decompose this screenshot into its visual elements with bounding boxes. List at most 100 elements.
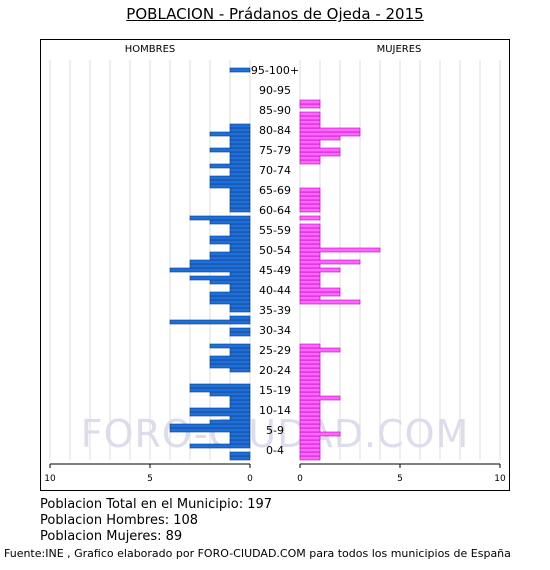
- women-bar: [299, 243, 321, 249]
- women-bar: [299, 375, 321, 381]
- men-header: HOMBRES: [125, 44, 176, 55]
- age-label: 15-19: [259, 384, 291, 397]
- men-bar: [229, 455, 251, 461]
- men-bar: [229, 307, 251, 313]
- women-bar: [299, 127, 361, 133]
- men-bar: [229, 187, 251, 193]
- age-label: 30-34: [259, 324, 291, 337]
- men-bar: [229, 195, 251, 201]
- men-bar: [209, 363, 251, 369]
- women-bar: [299, 423, 321, 429]
- women-bar: [299, 403, 321, 409]
- age-label: 40-44: [259, 284, 291, 297]
- x-tick-label: 0: [247, 474, 253, 484]
- women-bar: [299, 431, 341, 437]
- age-label: 25-29: [259, 344, 291, 357]
- men-bar: [209, 391, 251, 397]
- women-bar: [299, 99, 321, 105]
- men-bar: [189, 411, 251, 417]
- men-bar: [229, 135, 251, 141]
- women-bar: [299, 355, 321, 361]
- men-bar: [189, 215, 251, 221]
- men-bar: [229, 451, 251, 457]
- x-axis: 10 5 0 0 5 10: [44, 463, 506, 484]
- men-bar: [209, 239, 251, 245]
- men-bar: [229, 351, 251, 357]
- men-bar: [229, 415, 251, 421]
- women-bar: [299, 411, 321, 417]
- women-bar: [299, 215, 321, 221]
- men-bar: [189, 383, 251, 389]
- women-population: Poblacion Mujeres: 89: [40, 529, 183, 544]
- men-bar: [209, 179, 251, 185]
- men-bar: [229, 327, 251, 333]
- men-bar: [229, 399, 251, 405]
- women-bar: [299, 143, 321, 149]
- women-bar: [299, 207, 321, 213]
- women-bar: [299, 283, 321, 289]
- men-bar: [189, 259, 251, 265]
- women-bar: [299, 119, 321, 125]
- men-bar: [229, 159, 251, 165]
- men-bar: [229, 203, 251, 209]
- women-bar: [299, 347, 341, 353]
- women-bar: [299, 231, 321, 237]
- women-bar: [299, 103, 321, 109]
- women-bar: [299, 203, 321, 209]
- men-bar: [229, 171, 251, 177]
- men-bar: [209, 291, 251, 297]
- men-bar: [209, 355, 251, 361]
- women-bar: [299, 351, 321, 357]
- men-bar: [229, 271, 251, 277]
- women-bar: [299, 291, 341, 297]
- men-bars: [169, 67, 251, 461]
- total-population: Poblacion Total en el Municipio: 197: [40, 497, 273, 512]
- men-bar: [229, 435, 251, 441]
- women-bar: [299, 223, 321, 229]
- women-bar: [299, 239, 321, 245]
- age-label: 70-74: [259, 164, 291, 177]
- men-bar: [209, 163, 251, 169]
- men-bar: [229, 191, 251, 197]
- women-bar: [299, 187, 321, 193]
- men-bar: [209, 299, 251, 305]
- men-bar: [229, 303, 251, 309]
- men-bar: [169, 267, 251, 273]
- population-pyramid: HOMBRES MUJERES 0-4 5-9 10-14 15-19 20-24 25-…: [44, 44, 506, 484]
- chart-title: POBLACION - Prádanos de Ojeda - 2015: [126, 5, 424, 23]
- age-label: 85-90: [259, 104, 291, 117]
- women-header: MUJERES: [377, 44, 422, 55]
- men-bar: [229, 431, 251, 437]
- men-bar: [189, 407, 251, 413]
- age-label: 0-4: [266, 444, 284, 457]
- men-bar: [229, 283, 251, 289]
- men-bar: [209, 175, 251, 181]
- x-tick-label: 10: [494, 474, 506, 484]
- men-bar: [209, 255, 251, 261]
- women-bar: [299, 247, 381, 253]
- women-bar: [299, 111, 321, 117]
- women-bar: [299, 271, 321, 277]
- women-bar: [299, 359, 321, 365]
- women-bar: [299, 383, 321, 389]
- men-bar: [189, 263, 251, 269]
- women-bar: [299, 227, 321, 233]
- women-bar: [299, 443, 321, 449]
- men-bar: [169, 423, 251, 429]
- men-bar: [209, 343, 251, 349]
- women-bar: [299, 439, 321, 445]
- men-bar: [229, 315, 251, 321]
- age-label: 95-100+: [251, 64, 299, 77]
- x-tick-label: 5: [397, 474, 403, 484]
- men-bar: [229, 67, 251, 73]
- x-tick-label: 0: [297, 474, 303, 484]
- age-label: 75-79: [259, 144, 291, 157]
- men-bar: [229, 231, 251, 237]
- women-bar: [299, 255, 321, 261]
- women-bar: [299, 151, 341, 157]
- men-bar: [229, 331, 251, 337]
- men-bar: [209, 295, 251, 301]
- men-bar: [209, 251, 251, 257]
- men-bar: [229, 395, 251, 401]
- men-bar: [229, 127, 251, 133]
